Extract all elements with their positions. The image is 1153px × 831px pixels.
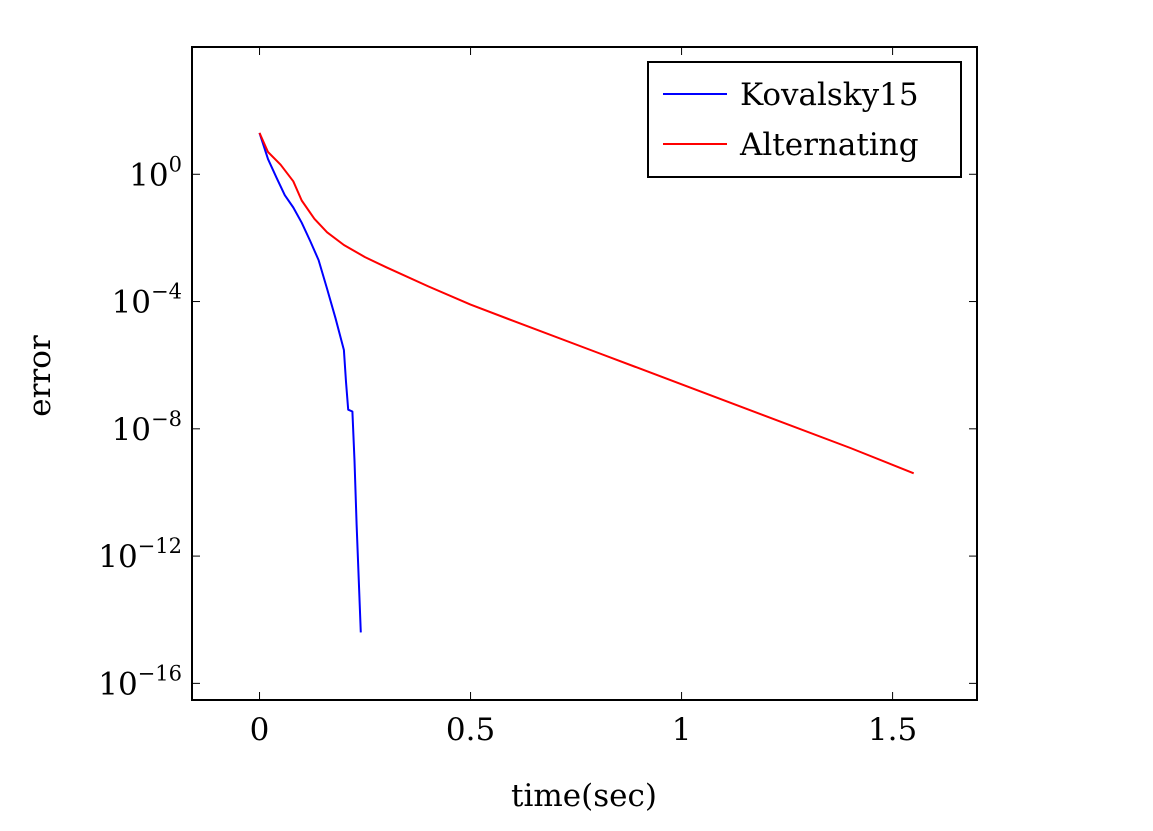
x-axis-label: time(sec) [511,778,657,814]
y-tick-label: 10−16 [98,661,182,702]
y-tick-base: 10 [98,666,137,702]
y-tick-exponent: −8 [151,407,182,431]
y-tick-label: 10−4 [112,280,182,321]
y-tick-label: 100 [129,152,182,193]
x-tick-label: 0.5 [446,712,495,748]
series-line-kovalsky15 [258,132,362,633]
legend-label-alternating: Alternating [739,127,919,163]
x-tick-label: 1.5 [868,712,917,748]
y-tick-base: 10 [98,539,137,575]
y-axis-label: error [22,335,58,417]
y-tick-exponent: −16 [138,661,182,685]
plot-area [191,46,978,701]
y-tick-base: 10 [112,285,151,321]
y-tick-base: 10 [129,157,168,193]
legend-frame [647,61,962,178]
y-tick-label: 10−12 [98,534,182,575]
legend-label-kovalsky15: Kovalsky15 [740,77,919,113]
y-tick-exponent: 0 [169,152,182,176]
y-tick-base: 10 [112,412,151,448]
series-line-alternating [258,132,915,475]
legend: Kovalsky15 Alternating [647,61,962,178]
x-tick-label: 1 [672,712,692,748]
plot-frame [191,46,978,701]
y-tick-label: 10−8 [112,407,182,448]
y-tick-exponent: −4 [151,280,182,304]
x-tick-label: 0 [250,712,270,748]
y-tick-exponent: −12 [138,534,182,558]
series-group [258,132,915,633]
